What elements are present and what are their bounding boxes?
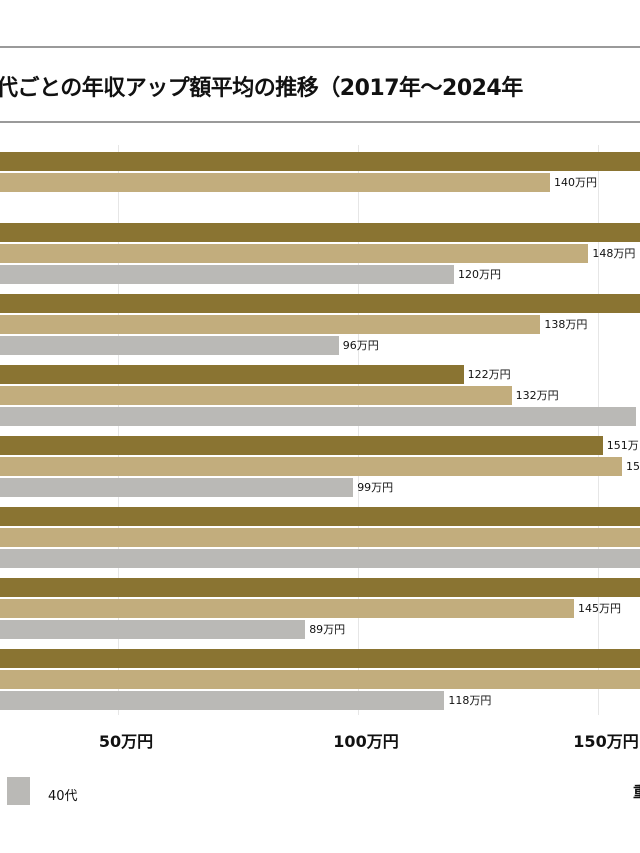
data-label: 15 <box>626 460 640 473</box>
bar-series-1-group-5 <box>0 436 603 455</box>
data-label: 138万円 <box>544 318 588 331</box>
legend-label-40s: 40代 <box>48 789 78 804</box>
data-label: 96万円 <box>342 339 379 352</box>
bar-series-2-group-6 <box>0 528 640 547</box>
bar-series-1-group-1 <box>0 152 640 171</box>
x-tick-label: 100万円 <box>333 732 399 751</box>
title-top-rule <box>0 46 640 48</box>
footer-fragment: 重 <box>633 781 640 802</box>
bar-series-2-group-3 <box>0 315 541 334</box>
data-label: 120万円 <box>458 268 501 281</box>
bar-series-1-group-8 <box>0 649 640 668</box>
bar-40代-group-3 <box>0 336 339 355</box>
data-label: 148万円 <box>592 247 636 260</box>
bar-series-1-group-4 <box>0 365 464 384</box>
chart-title: 代ごとの年収アップ額平均の推移（2017年～2024年 <box>0 76 523 101</box>
bar-40代-group-2 <box>0 265 454 284</box>
legend-swatch-40s <box>7 777 30 805</box>
title-bottom-rule <box>0 121 640 123</box>
bar-40代-group-4 <box>0 407 637 426</box>
x-tick-label: 150万円 <box>573 732 639 751</box>
bar-series-2-group-7 <box>0 599 574 618</box>
data-label: 140万円 <box>554 176 597 189</box>
gridline <box>118 145 119 715</box>
data-label: 151万 <box>606 439 639 452</box>
bar-series-2-group-4 <box>0 386 512 405</box>
gridline <box>598 145 599 715</box>
bar-series-2-group-8 <box>0 670 640 689</box>
bar-series-2-group-5 <box>0 457 622 476</box>
bar-40代-group-5 <box>0 478 354 497</box>
data-label: 99万円 <box>357 481 394 494</box>
bar-series-1-group-7 <box>0 578 640 597</box>
gridline <box>358 145 359 715</box>
bar-series-1-group-6 <box>0 507 640 526</box>
data-label: 118万円 <box>448 694 492 707</box>
bar-40代-group-8 <box>0 691 445 710</box>
bar-series-2-group-2 <box>0 244 589 263</box>
bar-40代-group-6 <box>0 549 640 568</box>
x-tick-label: 50万円 <box>98 732 154 751</box>
bar-40代-group-7 <box>0 620 306 639</box>
data-label: 122万円 <box>467 368 511 381</box>
data-label: 145万円 <box>578 602 621 615</box>
data-label: 132万円 <box>515 389 559 402</box>
bar-series-1-group-3 <box>0 294 640 313</box>
data-label: 89万円 <box>309 623 346 636</box>
bar-series-1-group-2 <box>0 223 640 242</box>
bar-series-2-group-1 <box>0 173 550 192</box>
